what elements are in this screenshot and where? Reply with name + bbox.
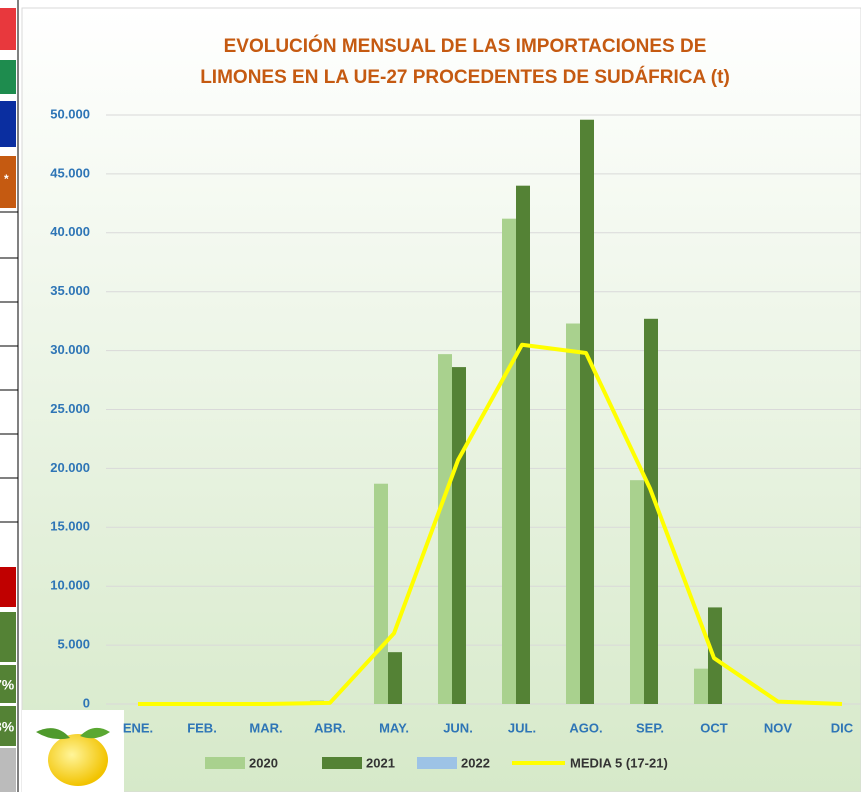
bar	[502, 218, 516, 704]
x-tick-label: FEB.	[187, 720, 217, 735]
y-tick-label: 35.000	[50, 283, 90, 298]
x-tick-label: OCT	[700, 720, 728, 735]
legend-label: 2020	[249, 755, 278, 770]
legend-label: 2021	[366, 755, 395, 770]
bar	[438, 354, 452, 704]
x-tick-label: ENE.	[123, 720, 153, 735]
x-tick-label: ABR.	[314, 720, 346, 735]
y-tick-label: 15.000	[50, 519, 90, 534]
bar	[566, 323, 580, 704]
cell-text: *	[4, 172, 9, 186]
bar	[374, 483, 388, 704]
bar	[644, 318, 658, 704]
y-tick-label: 50.000	[50, 106, 90, 121]
bar	[516, 185, 530, 704]
bar	[580, 119, 594, 705]
line	[138, 342, 843, 706]
y-tick-label: 0	[83, 695, 90, 710]
legend-label: 2022	[461, 755, 490, 770]
y-tick-label: 40.000	[50, 224, 90, 239]
lemon-icon	[22, 710, 124, 792]
cell-text: 7%	[0, 677, 15, 693]
legend-swatch	[205, 757, 245, 769]
sheet-strip: * 7% 3%	[0, 0, 19, 792]
legend-swatch	[322, 757, 362, 769]
x-tick-label: MAR.	[249, 720, 282, 735]
bar	[452, 367, 466, 704]
y-tick-label: 30.000	[50, 342, 90, 357]
x-tick-label: MAY.	[379, 720, 409, 735]
bar	[388, 652, 402, 704]
x-tick-label: AGO.	[569, 720, 602, 735]
bar	[630, 480, 644, 704]
x-tick-label: NOV	[764, 720, 793, 735]
legend-swatch	[417, 757, 457, 769]
x-tick-label: SEP.	[636, 720, 664, 735]
x-tick-label: JUN.	[443, 720, 473, 735]
legend-label: MEDIA 5 (17-21)	[570, 755, 668, 770]
chart-title: LIMONES EN LA UE-27 PROCEDENTES DE SUDÁF…	[200, 66, 730, 88]
x-tick-label: DIC	[831, 720, 854, 735]
bar	[694, 668, 708, 704]
y-tick-label: 25.000	[50, 401, 90, 416]
y-tick-label: 45.000	[50, 165, 90, 180]
chart-title: EVOLUCIÓN MENSUAL DE LAS IMPORTACIONES D…	[224, 35, 707, 57]
cell-text: 3%	[0, 719, 15, 735]
y-tick-label: 5.000	[57, 637, 90, 652]
y-tick-label: 10.000	[50, 578, 90, 593]
x-tick-label: JUL.	[508, 720, 536, 735]
y-tick-label: 20.000	[50, 460, 90, 475]
